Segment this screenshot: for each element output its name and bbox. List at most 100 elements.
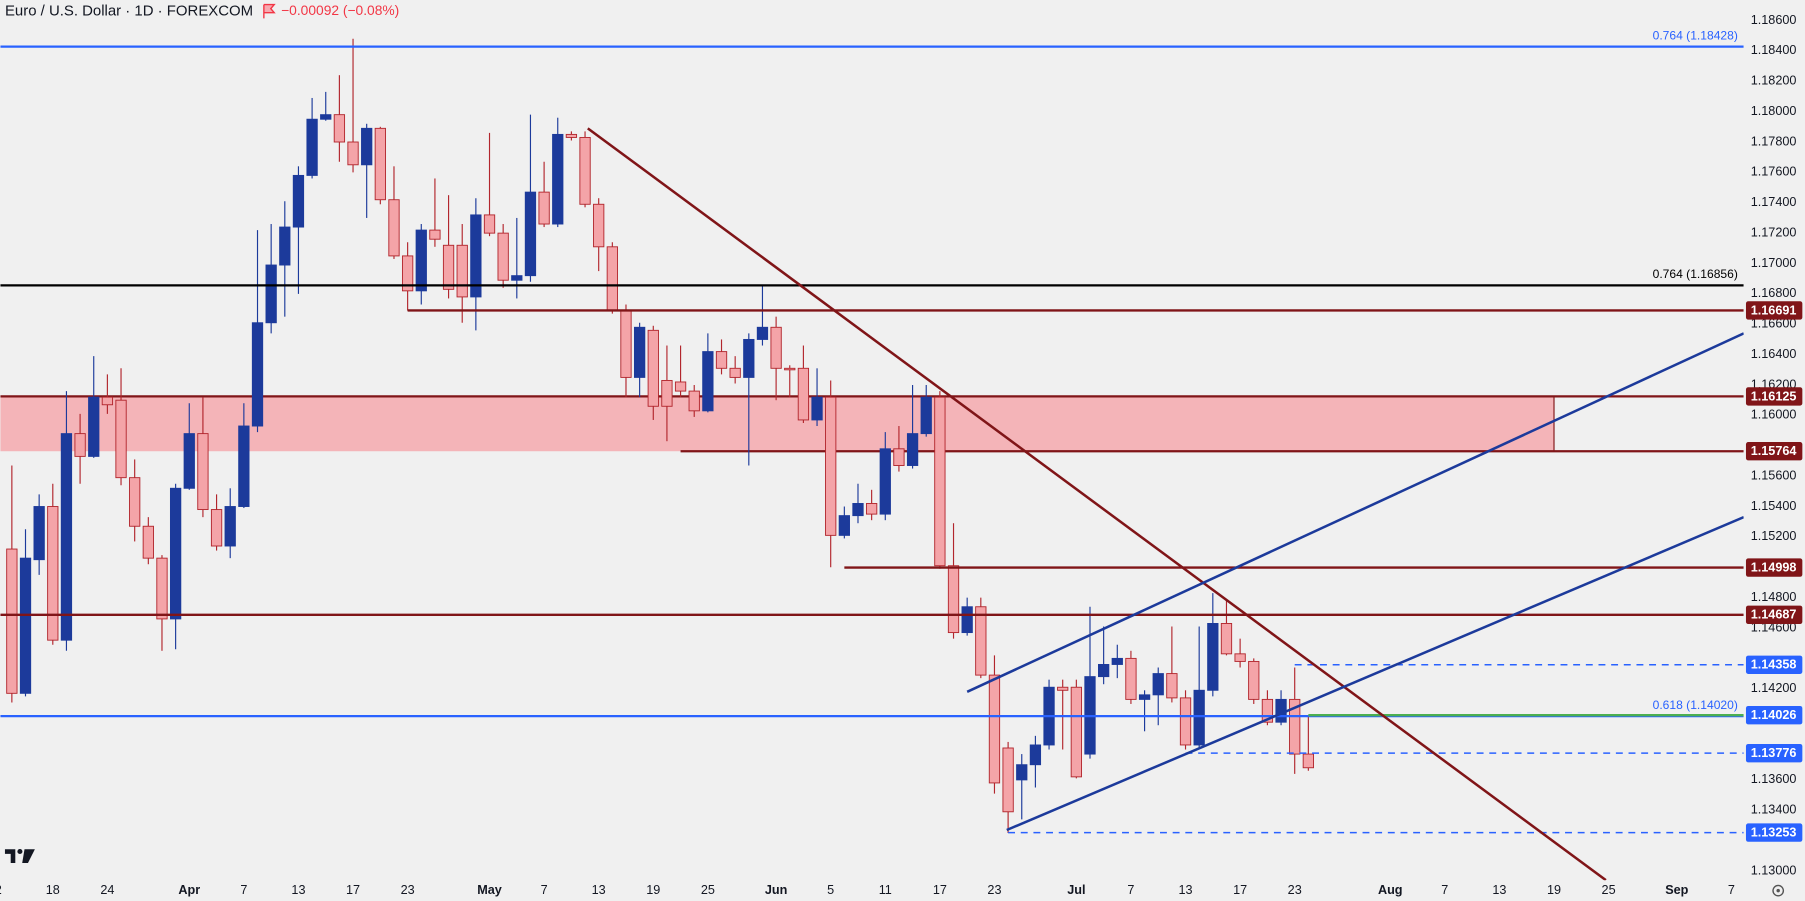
flag-icon bbox=[263, 3, 276, 19]
x-tick-label: 19 bbox=[1547, 883, 1561, 897]
y-tick-label: 1.16800 bbox=[1751, 286, 1797, 300]
candle-body bbox=[934, 396, 946, 567]
candle-body bbox=[674, 381, 687, 392]
x-tick-label: Aug bbox=[1378, 883, 1403, 897]
candle-body bbox=[688, 390, 700, 412]
candle-body bbox=[606, 246, 618, 312]
price-badge-label: 1.15764 bbox=[1751, 444, 1797, 458]
candle-body bbox=[1248, 660, 1260, 700]
candle-body bbox=[497, 232, 509, 281]
x-tick-label: 7 bbox=[240, 883, 247, 897]
candle-body bbox=[961, 606, 973, 634]
candle-body bbox=[74, 433, 86, 457]
candle-body bbox=[906, 433, 919, 466]
candle-body bbox=[320, 114, 332, 120]
price-change: −0.00092 (−0.08%) bbox=[281, 3, 399, 18]
candle-body bbox=[101, 396, 114, 406]
x-tick-label: Apr bbox=[178, 883, 200, 897]
x-tick-label: 24 bbox=[100, 883, 114, 897]
x-tick-label: 19 bbox=[646, 883, 660, 897]
candle-body bbox=[797, 367, 810, 421]
candle-body bbox=[947, 565, 960, 634]
price-badge-label: 1.14687 bbox=[1751, 608, 1797, 622]
y-tick-label: 1.17600 bbox=[1751, 165, 1797, 179]
candle-body bbox=[361, 127, 373, 166]
x-tick-label: Jul bbox=[1067, 883, 1085, 897]
candle-body bbox=[729, 367, 741, 378]
price-badge bbox=[1745, 387, 1803, 406]
candle-body bbox=[920, 396, 932, 435]
trendline bbox=[1006, 515, 1744, 832]
candle-body bbox=[756, 326, 769, 340]
candle-body bbox=[456, 244, 468, 298]
candle-body bbox=[647, 329, 659, 407]
candle-body bbox=[306, 118, 318, 176]
price-badge bbox=[1745, 442, 1803, 461]
x-tick-label: 2 bbox=[0, 883, 2, 897]
candle-body bbox=[1029, 744, 1042, 766]
resistance-zone bbox=[0, 396, 1555, 452]
candle-body bbox=[893, 448, 905, 466]
candle-body bbox=[60, 433, 73, 641]
y-tick-label: 1.18000 bbox=[1751, 104, 1797, 118]
candle-body bbox=[156, 557, 168, 620]
price-badge bbox=[1745, 705, 1803, 725]
candle-body bbox=[388, 199, 400, 257]
candle-body bbox=[1207, 623, 1219, 691]
candle-body bbox=[620, 310, 632, 378]
x-tick-label: 13 bbox=[1178, 883, 1192, 897]
y-tick-label: 1.17000 bbox=[1751, 256, 1797, 270]
candle-body bbox=[429, 229, 441, 240]
candle-body bbox=[661, 379, 673, 407]
x-tick-label: 13 bbox=[1492, 883, 1506, 897]
candle-body bbox=[770, 326, 782, 369]
candle-body bbox=[279, 226, 291, 266]
x-tick-label: Jun bbox=[765, 883, 787, 897]
x-tick-label: Sep bbox=[1665, 883, 1688, 897]
price-badge bbox=[1745, 823, 1803, 842]
candle-body bbox=[47, 506, 59, 641]
y-tick-label: 1.18600 bbox=[1751, 13, 1797, 27]
x-tick-label: 5 bbox=[827, 883, 834, 897]
candle-body bbox=[224, 506, 236, 547]
y-tick-label: 1.17400 bbox=[1751, 195, 1797, 209]
price-axis: 1.18600 1.18400 1.18200 1.18000 1.17800 1.176… bbox=[1745, 13, 1803, 877]
settings-icon[interactable] bbox=[1772, 884, 1785, 897]
candle-body bbox=[1220, 623, 1233, 655]
candle-body bbox=[401, 255, 414, 292]
y-tick-label: 1.15600 bbox=[1751, 468, 1797, 482]
candle-body bbox=[524, 191, 537, 277]
x-tick-label: 7 bbox=[1728, 883, 1735, 897]
price-badge bbox=[1745, 301, 1803, 320]
candle-body bbox=[19, 557, 32, 694]
candle-body bbox=[1125, 657, 1137, 700]
level-label: 0.764 (1.18428) bbox=[1653, 28, 1738, 42]
candle-body bbox=[593, 203, 605, 248]
candle-body bbox=[470, 214, 482, 298]
candle-body bbox=[33, 506, 45, 561]
candle-body bbox=[825, 396, 837, 536]
candle-body bbox=[129, 477, 141, 527]
candle-body bbox=[1152, 673, 1164, 696]
x-tick-label: 7 bbox=[1127, 883, 1134, 897]
candle-body bbox=[1234, 653, 1246, 662]
x-tick-label: 25 bbox=[1602, 883, 1616, 897]
candle-body bbox=[1070, 686, 1082, 778]
x-tick-label: 13 bbox=[291, 883, 305, 897]
y-tick-label: 1.15400 bbox=[1751, 499, 1797, 513]
candle-body bbox=[1138, 694, 1151, 700]
candle-body bbox=[702, 351, 714, 412]
chart-title: Euro / U.S. Dollar · 1D · FOREXCOM bbox=[5, 2, 253, 19]
y-tick-label: 1.17800 bbox=[1751, 134, 1797, 148]
x-tick-label: 18 bbox=[46, 883, 60, 897]
x-tick-label: May bbox=[477, 883, 502, 897]
candle-body bbox=[784, 367, 796, 371]
level-label: 0.764 (1.16856) bbox=[1653, 267, 1738, 281]
x-tick-label: 23 bbox=[401, 883, 415, 897]
candle-body bbox=[579, 136, 591, 205]
candle-body bbox=[1179, 697, 1192, 746]
trendline bbox=[966, 332, 1744, 693]
price-badge-label: 1.13776 bbox=[1751, 746, 1797, 760]
x-tick-label: 23 bbox=[987, 883, 1001, 897]
